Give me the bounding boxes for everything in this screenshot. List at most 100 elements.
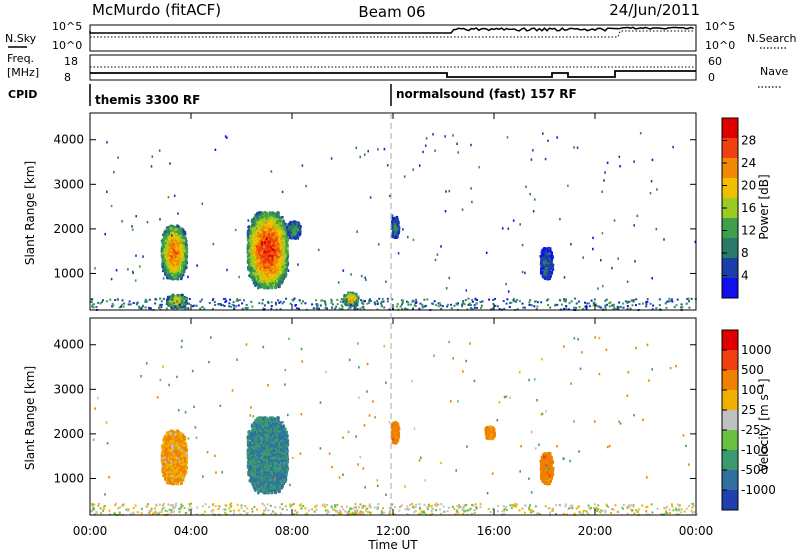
power-cell bbox=[260, 277, 263, 281]
power-cell bbox=[281, 270, 284, 274]
power-cell bbox=[279, 274, 282, 278]
power-cell bbox=[272, 211, 275, 215]
power-cell bbox=[255, 251, 258, 254]
power-cell bbox=[183, 243, 186, 246]
power-cell bbox=[278, 240, 281, 244]
power-cell bbox=[165, 261, 168, 265]
power-cell bbox=[350, 293, 353, 297]
power-cell bbox=[183, 235, 186, 239]
power-cell bbox=[284, 254, 287, 258]
power-cell bbox=[276, 211, 279, 214]
power-cell bbox=[175, 268, 178, 271]
power-cell bbox=[541, 268, 544, 272]
power-cell bbox=[162, 262, 165, 265]
power-cell bbox=[263, 233, 266, 237]
power-cell bbox=[183, 270, 186, 274]
power-cell bbox=[179, 239, 182, 242]
power-cell bbox=[264, 253, 267, 257]
power-cell bbox=[176, 224, 179, 228]
power-cell bbox=[262, 215, 265, 219]
power-cell bbox=[267, 259, 270, 263]
power-cell bbox=[252, 270, 255, 274]
power-cell bbox=[543, 247, 546, 250]
power-cell bbox=[249, 236, 252, 239]
power-cell bbox=[256, 245, 259, 248]
power-cell bbox=[286, 242, 289, 246]
power-cell bbox=[246, 233, 250, 236]
power-cell bbox=[278, 263, 281, 266]
power-cell bbox=[259, 232, 262, 236]
power-cell bbox=[254, 219, 258, 222]
power-cell bbox=[266, 284, 269, 288]
power-cell bbox=[268, 211, 271, 214]
power-cell bbox=[271, 259, 274, 263]
power-cell bbox=[251, 256, 255, 259]
power-cell bbox=[547, 276, 550, 280]
power-cell bbox=[177, 260, 180, 264]
power-cell bbox=[250, 225, 253, 229]
power-cell bbox=[281, 229, 284, 232]
power-cell bbox=[246, 231, 249, 234]
power-cell bbox=[252, 227, 255, 231]
power-cell bbox=[249, 256, 252, 259]
power-cell bbox=[170, 250, 173, 254]
power-cell bbox=[281, 266, 284, 269]
power-cell bbox=[263, 235, 267, 238]
power-cell bbox=[295, 227, 298, 231]
nsky-tick-top: 10^5 bbox=[52, 20, 82, 33]
power-cell bbox=[252, 281, 256, 285]
power-cell bbox=[258, 284, 261, 288]
power-cell bbox=[546, 262, 549, 266]
power-cell bbox=[257, 213, 260, 217]
power-cell bbox=[272, 251, 275, 255]
power-cell bbox=[395, 236, 398, 239]
power-cell bbox=[164, 255, 167, 258]
power-cell bbox=[177, 269, 180, 272]
power-cell bbox=[272, 235, 275, 239]
power-cell bbox=[183, 256, 186, 260]
power-cell bbox=[178, 250, 181, 253]
power-cell bbox=[280, 281, 283, 285]
power-cell bbox=[285, 273, 288, 276]
power-cell bbox=[162, 245, 165, 248]
power-cell bbox=[253, 283, 256, 286]
power-cell bbox=[250, 276, 253, 280]
power-cell bbox=[279, 276, 282, 280]
power-cell bbox=[550, 257, 554, 260]
power-cell bbox=[295, 221, 298, 225]
power-cell bbox=[175, 228, 179, 231]
power-cell bbox=[550, 260, 553, 264]
power-cell bbox=[275, 261, 278, 265]
power-cell bbox=[265, 231, 268, 234]
power-cell bbox=[169, 235, 172, 239]
power-cell bbox=[259, 211, 262, 214]
power-cell bbox=[296, 223, 299, 226]
power-cell bbox=[545, 252, 548, 255]
power-cell bbox=[251, 243, 254, 247]
power-cell bbox=[170, 266, 173, 270]
power-cell bbox=[277, 247, 280, 251]
power-cell bbox=[262, 220, 265, 224]
power-cell bbox=[274, 286, 277, 289]
power-cell bbox=[258, 243, 261, 247]
power-cell bbox=[292, 229, 295, 232]
power-cell bbox=[396, 228, 399, 232]
power-cell bbox=[398, 229, 401, 233]
power-cell bbox=[176, 263, 179, 266]
power-cell bbox=[163, 233, 166, 236]
power-cell bbox=[165, 264, 169, 267]
power-cell bbox=[275, 275, 278, 278]
power-cell bbox=[255, 249, 258, 253]
power-cell bbox=[275, 231, 279, 234]
power-cell bbox=[274, 225, 277, 228]
power-cell bbox=[345, 303, 348, 306]
power-cell bbox=[393, 232, 396, 236]
power-cell bbox=[280, 243, 283, 246]
beam-title: Beam 06 bbox=[358, 3, 425, 21]
power-cell bbox=[271, 248, 275, 251]
power-cell bbox=[254, 280, 258, 283]
power-cell bbox=[170, 275, 173, 279]
power-cell bbox=[268, 261, 271, 265]
power-cell bbox=[275, 257, 279, 261]
power-cell bbox=[167, 237, 170, 240]
